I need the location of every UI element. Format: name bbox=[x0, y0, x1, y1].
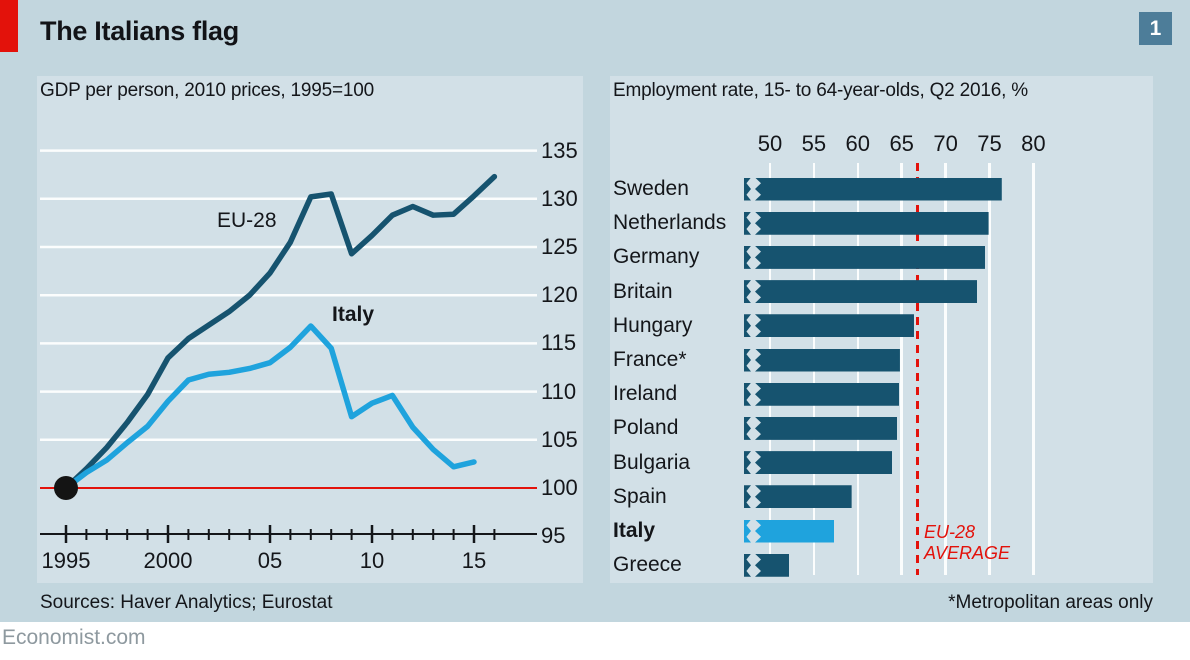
bar-axis-break-notch bbox=[744, 177, 751, 201]
axis-label-70: 70 bbox=[933, 131, 958, 156]
bar-axis-break-notch bbox=[744, 451, 751, 475]
axis-label-80: 80 bbox=[1021, 131, 1046, 156]
bar-france bbox=[744, 348, 900, 372]
bar-label-spain: Spain bbox=[613, 484, 667, 508]
eu-average-label-line1: EU-28 bbox=[924, 522, 976, 542]
bar-body bbox=[755, 553, 790, 577]
axis-label-60: 60 bbox=[845, 131, 871, 156]
bar-label-greece: Greece bbox=[613, 553, 682, 577]
figure-number-badge: 1 bbox=[1139, 12, 1172, 45]
bar-axis-break-notch bbox=[744, 485, 751, 509]
page-title: The Italians flag bbox=[40, 16, 239, 46]
eu-average-label-line2: AVERAGE bbox=[924, 543, 1011, 563]
gdp-line-chart bbox=[40, 149, 537, 543]
eu-average-dashed-line bbox=[916, 163, 919, 575]
bar-label-italy: Italy bbox=[613, 519, 656, 542]
y-tick-label-100: 100 bbox=[541, 475, 578, 500]
bar-body bbox=[755, 348, 900, 372]
axis-label-55: 55 bbox=[801, 131, 827, 156]
right-chart-subtitle: Employment rate, 15- to 64-year-olds, Q2… bbox=[613, 80, 1028, 101]
bar-body bbox=[755, 245, 986, 269]
series-label-eu28: EU-28 bbox=[217, 209, 277, 232]
gridline-x-70 bbox=[944, 163, 947, 575]
bar-germany bbox=[744, 245, 986, 269]
y-tick-label-120: 120 bbox=[541, 282, 578, 308]
gridline-x-75 bbox=[988, 163, 991, 575]
economist-red-flag bbox=[0, 0, 18, 52]
gridline-x-80 bbox=[1032, 163, 1035, 575]
bar-body bbox=[755, 519, 835, 543]
bar-body bbox=[755, 177, 1002, 201]
bar-ireland bbox=[744, 382, 900, 406]
bar-label-hungary: Hungary bbox=[613, 313, 693, 337]
axis-label-65: 65 bbox=[889, 131, 914, 156]
y-tick-label-135: 135 bbox=[541, 137, 578, 163]
bar-britain bbox=[744, 280, 978, 304]
bar-netherlands bbox=[744, 211, 989, 235]
axis-label-50: 50 bbox=[757, 131, 783, 156]
bar-axis-break-notch bbox=[744, 519, 751, 543]
bar-label-netherlands: Netherlands bbox=[613, 211, 727, 235]
x-tick-label-2000: 2000 bbox=[143, 548, 193, 573]
bar-sweden bbox=[744, 177, 1002, 201]
start-dot-1995 bbox=[54, 476, 78, 500]
economist-com-link[interactable]: Economist.com bbox=[2, 626, 146, 649]
bar-label-france: France* bbox=[613, 348, 687, 371]
bar-greece bbox=[744, 553, 790, 577]
y-tick-label-130: 130 bbox=[541, 185, 578, 211]
y-tick-label-110: 110 bbox=[541, 378, 577, 404]
bar-poland bbox=[744, 416, 898, 440]
axis-label-75: 75 bbox=[977, 131, 1002, 156]
bar-axis-break-notch bbox=[744, 245, 751, 269]
bar-label-bulgaria: Bulgaria bbox=[613, 450, 691, 474]
left-chart-subtitle: GDP per person, 2010 prices, 1995=100 bbox=[40, 80, 374, 101]
x-tick-label-2005: 05 bbox=[257, 548, 283, 573]
bar-hungary bbox=[744, 314, 914, 338]
bar-body bbox=[755, 451, 893, 475]
bar-label-poland: Poland bbox=[613, 416, 679, 440]
bar-axis-break-notch bbox=[744, 348, 751, 372]
bar-label-ireland: Ireland bbox=[613, 382, 678, 406]
bar-axis-break-notch bbox=[744, 314, 751, 338]
bar-label-sweden: Sweden bbox=[613, 177, 689, 200]
bar-axis-break-notch bbox=[744, 280, 751, 304]
x-tick-label-1995: 1995 bbox=[41, 548, 91, 573]
x-tick-label-2010: 10 bbox=[359, 548, 385, 573]
x-tick-label-2015: 15 bbox=[461, 548, 487, 573]
line-series-italy bbox=[63, 323, 477, 491]
bar-axis-break-notch bbox=[744, 382, 751, 406]
bar-body bbox=[755, 314, 914, 338]
bar-spain bbox=[744, 485, 852, 509]
y-tick-label-125: 125 bbox=[541, 234, 578, 259]
y-tick-label-105: 105 bbox=[541, 426, 578, 452]
bar-axis-break-notch bbox=[744, 416, 751, 440]
employment-bar-chart-panel: Employment rate, 15- to 64-year-olds, Q2… bbox=[610, 76, 1153, 583]
y-tick-label-95: 95 bbox=[541, 523, 566, 549]
line-series-eu-28 bbox=[63, 173, 498, 491]
bar-body bbox=[755, 416, 898, 440]
eu-average-label: EU-28 AVERAGE bbox=[924, 522, 1010, 564]
series-label-italy: Italy bbox=[332, 303, 375, 326]
chart-card: The Italians flag 1 GDP per person, 2010… bbox=[0, 0, 1190, 622]
bar-axis-break-notch bbox=[744, 553, 751, 577]
bar-axis-break-notch bbox=[744, 211, 751, 235]
bar-body bbox=[755, 485, 852, 509]
bar-label-germany: Germany bbox=[613, 245, 700, 269]
sources-note: Sources: Haver Analytics; Eurostat bbox=[40, 592, 333, 613]
bar-body bbox=[755, 382, 900, 406]
bar-label-britain: Britain bbox=[613, 279, 673, 303]
y-tick-label-115: 115 bbox=[541, 330, 577, 356]
gdp-line-chart-panel: GDP per person, 2010 prices, 1995=100 95… bbox=[37, 76, 583, 583]
bar-italy bbox=[744, 519, 835, 543]
gridline-x-65 bbox=[900, 163, 903, 575]
bar-body bbox=[755, 211, 989, 235]
bar-bulgaria bbox=[744, 451, 893, 475]
bar-body bbox=[755, 280, 978, 304]
metropolitan-footnote: *Metropolitan areas only bbox=[948, 592, 1153, 613]
